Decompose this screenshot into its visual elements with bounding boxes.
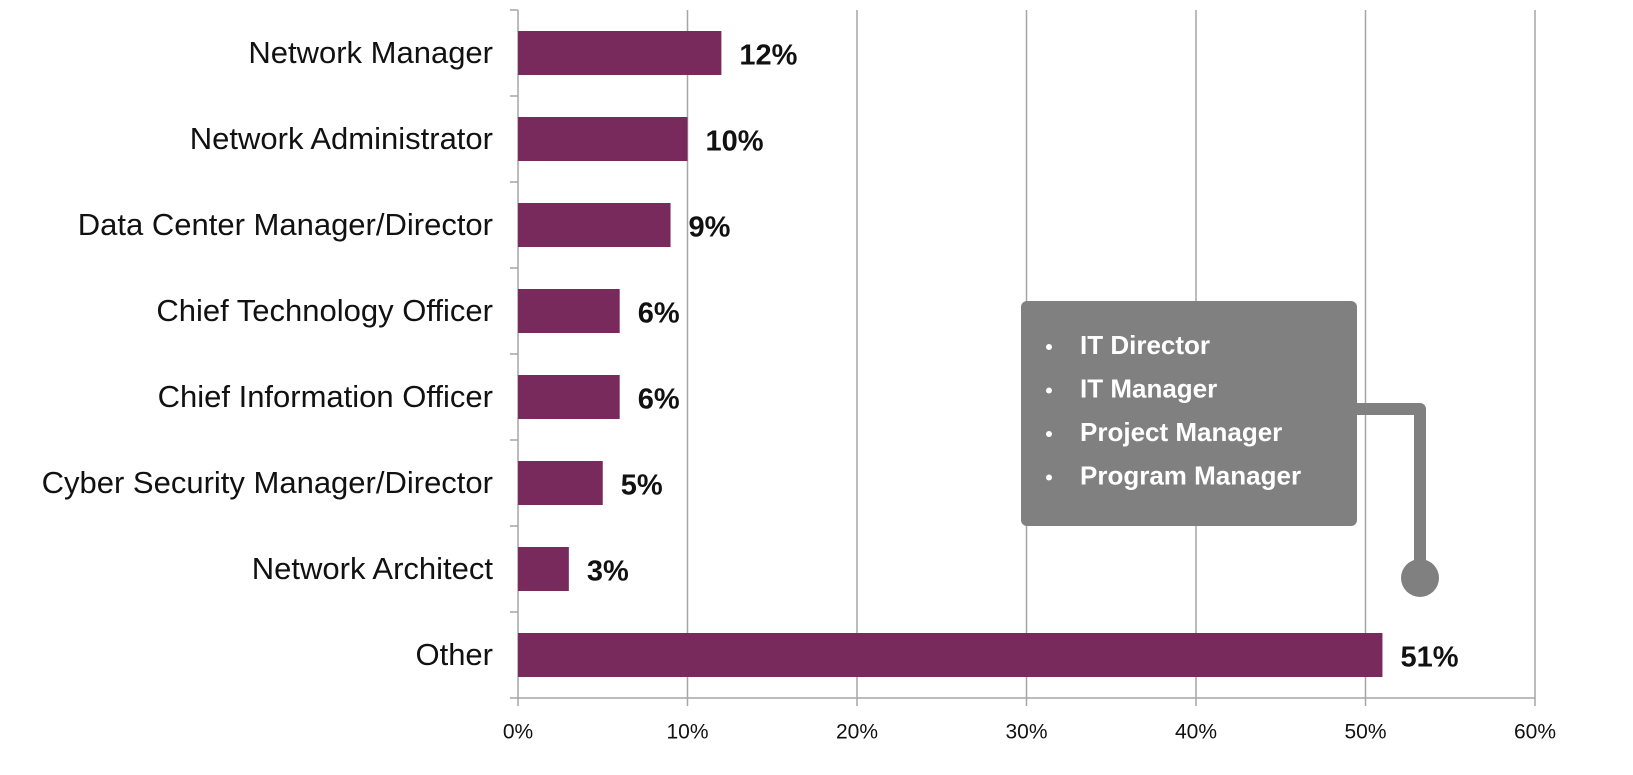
y-tick-label: Data Center Manager/Director	[78, 207, 493, 242]
value-label: 6%	[638, 298, 680, 330]
value-label: 6%	[638, 384, 680, 416]
value-label: 10%	[706, 126, 764, 158]
annotation-item: Program Manager	[1080, 460, 1301, 490]
bullet	[1046, 387, 1052, 394]
x-tick-label: 10%	[666, 721, 708, 744]
value-label: 9%	[689, 212, 731, 244]
annotation-item: IT Director	[1080, 330, 1210, 360]
bullet	[1046, 474, 1052, 481]
callout-connector	[1357, 403, 1426, 578]
bar	[518, 117, 688, 161]
annotation-callout: IT Director IT Manager Project Manager Prog…	[1021, 301, 1439, 597]
bar	[518, 31, 722, 75]
callout-dot	[1401, 559, 1439, 597]
y-tick-label: Network Manager	[248, 35, 493, 70]
value-label: 51%	[1400, 642, 1458, 674]
value-label: 12%	[739, 40, 797, 72]
y-tick-label: Network Administrator	[190, 121, 493, 156]
y-tick-label: Network Architect	[252, 551, 494, 586]
bullet	[1046, 431, 1052, 437]
x-tick-label: 60%	[1514, 721, 1556, 744]
y-tick-label: Chief Technology Officer	[156, 293, 493, 328]
x-tick-label: 20%	[836, 721, 878, 744]
bar	[518, 461, 603, 505]
y-tick-label: Cyber Security Manager/Director	[42, 465, 493, 500]
annotation-item: IT Manager	[1080, 373, 1217, 403]
y-tick-label: Chief Information Officer	[158, 379, 493, 414]
bar	[518, 203, 671, 247]
value-label: 3%	[587, 556, 629, 588]
bullet	[1046, 344, 1052, 350]
bar	[518, 289, 620, 333]
x-tick-label: 0%	[503, 721, 533, 744]
value-label: 5%	[621, 470, 663, 502]
callout-box	[1021, 301, 1357, 526]
x-tick-label: 30%	[1005, 721, 1047, 744]
bar	[518, 375, 620, 419]
bar	[518, 547, 569, 591]
x-tick-label: 40%	[1175, 721, 1217, 744]
y-tick-label: Other	[415, 637, 493, 672]
x-tick-label: 50%	[1344, 721, 1386, 744]
annotation-item: Project Manager	[1080, 417, 1282, 447]
bar	[518, 633, 1383, 677]
